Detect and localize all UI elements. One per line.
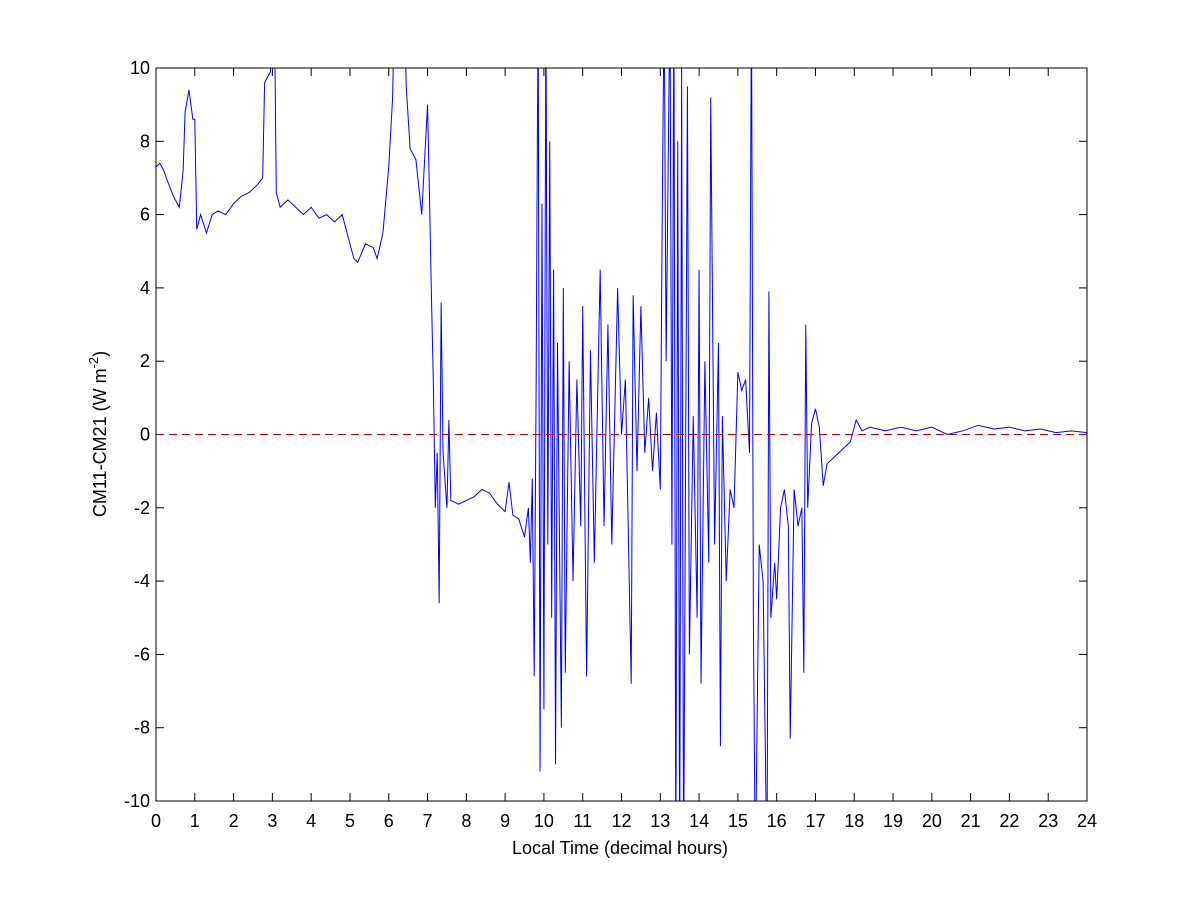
x-tick-label: 18 [844,811,864,831]
x-tick-label: 10 [534,811,554,831]
y-tick-label: 10 [130,58,150,78]
y-tick-label: 4 [140,278,150,298]
y-axis-label: CM11-CM21 (W m-2) [86,351,110,517]
x-tick-label: 23 [1038,811,1058,831]
plot-area [156,68,1087,801]
y-tick-label: 2 [140,351,150,371]
y-tick-label: -4 [134,571,150,591]
x-tick-label: 20 [922,811,942,831]
x-tick-label: 9 [500,811,510,831]
x-axis-label: Local Time (decimal hours) [512,838,728,858]
x-tick-label: 5 [345,811,355,831]
data-line [156,68,1087,801]
x-tick-label: 1 [190,811,200,831]
y-axis-label-close: ) [90,351,110,357]
x-tick-label: 2 [229,811,239,831]
x-tick-label: 19 [883,811,903,831]
y-tick-label: 6 [140,205,150,225]
x-tick-label: 7 [423,811,433,831]
y-tick-label: -8 [134,718,150,738]
x-tick-label: 13 [650,811,670,831]
x-tick-label: 21 [961,811,981,831]
x-tick-label: 4 [306,811,316,831]
y-tick-label: -10 [124,791,150,811]
y-tick-label: 8 [140,131,150,151]
x-tick-label: 0 [151,811,161,831]
y-axis-label-sup: -2 [86,357,101,369]
x-tick-label: 12 [611,811,631,831]
x-tick-label: 3 [267,811,277,831]
x-tick-label: 17 [805,811,825,831]
y-tick-label: -2 [134,498,150,518]
x-tick-label: 11 [573,811,592,831]
x-tick-label: 8 [461,811,471,831]
y-tick-label: 0 [140,425,150,445]
x-tick-label: 14 [689,811,709,831]
x-tick-label: 24 [1077,811,1097,831]
y-axis-label-text: CM11-CM21 (W m [90,368,110,517]
x-tick-label: 6 [384,811,394,831]
x-tick-label: 16 [767,811,787,831]
plot-frame [155,67,1088,802]
x-tick-label: 22 [999,811,1019,831]
y-tick-label: -6 [134,644,150,664]
x-tick-label: 15 [728,811,748,831]
